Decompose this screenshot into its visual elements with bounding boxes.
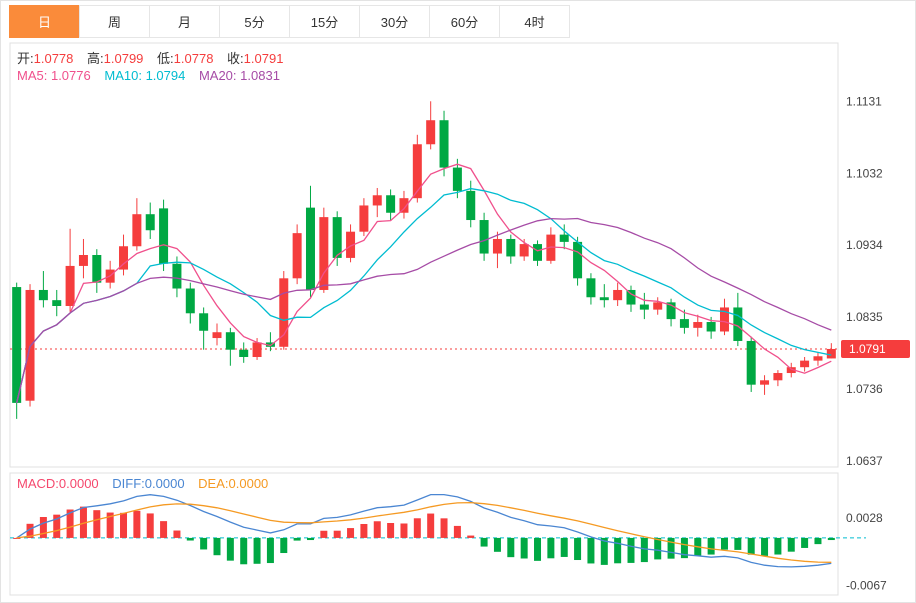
dea-line [16,501,832,563]
svg-text:-0.0067: -0.0067 [846,579,887,593]
high-value: 1.0799 [103,51,144,66]
ma10-line [16,187,832,404]
diff-value: 0.0000 [144,476,185,491]
tab-5min[interactable]: 5分 [219,5,290,38]
tab-30min[interactable]: 30分 [359,5,430,38]
timeframe-tabbar: 日 周 月 5分 15分 30分 60分 4时 [9,5,570,38]
svg-text:1.0736: 1.0736 [846,382,883,396]
ma10-value: 1.0794 [145,68,186,83]
ohlc-legend: 开:1.0778 高:1.0799 低:1.0778 收:1.0791 [17,48,293,67]
tab-day[interactable]: 日 [9,5,80,38]
ma5-value: 1.0776 [50,68,91,83]
open-readout: 开:1.0778 [17,51,77,66]
ma20-readout: MA20: 1.0831 [199,68,280,83]
macd-legend: MACD:0.0000 DIFF:0.0000 DEA:0.0000 [17,476,278,491]
tab-week[interactable]: 周 [79,5,150,38]
open-value: 1.0778 [33,51,74,66]
tab-60min[interactable]: 60分 [429,5,500,38]
dea-value: 0.0000 [228,476,269,491]
tab-15min[interactable]: 15分 [289,5,360,38]
ma20-line [16,217,832,404]
last-price-tag: 1.0791 [841,339,910,358]
close-label: 收: [227,51,244,66]
low-value: 1.0778 [173,51,214,66]
svg-text:1.1131: 1.1131 [846,94,882,108]
macd-readout: MACD:0.0000 [17,476,102,491]
ma10-label: MA10: [104,68,142,83]
macd-histogram [13,506,835,565]
tab-4hour[interactable]: 4时 [499,5,570,38]
high-label: 高: [87,51,104,66]
ma5-readout: MA5: 1.0776 [17,68,94,83]
dea-readout: DEA:0.0000 [198,476,268,491]
ma20-label: MA20: [198,68,237,83]
close-value: 1.0791 [243,51,284,66]
svg-text:1.0835: 1.0835 [846,310,883,324]
tab-month[interactable]: 月 [149,5,220,38]
price-axis-labels: 1.1131 1.1032 1.0934 1.0835 1.0736 1.0637 [846,94,883,468]
high-readout: 高:1.0799 [87,51,147,66]
diff-line [16,493,832,568]
ma5-line [16,163,832,404]
macd-label: MACD: [17,476,59,491]
svg-text:0.0028: 0.0028 [846,511,883,525]
ma20-value: 1.0831 [240,68,280,83]
svg-text:1.0637: 1.0637 [846,454,883,468]
macd-axis-labels: 0.0028 -0.0067 [846,511,887,593]
low-label: 低: [157,51,174,66]
candles-layer [12,101,836,419]
svg-text:1.0791: 1.0791 [849,342,886,356]
svg-text:1.1032: 1.1032 [846,166,883,180]
open-label: 开: [17,51,34,66]
ma-legend: MA5: 1.0776 MA10: 1.0794 MA20: 1.0831 [17,68,290,83]
low-readout: 低:1.0778 [157,51,217,66]
svg-text:1.0934: 1.0934 [846,238,883,252]
diff-label: DIFF: [112,476,145,491]
close-readout: 收:1.0791 [227,51,283,66]
plot-borders [9,42,839,596]
dea-label: DEA: [198,476,229,491]
ma10-readout: MA10: 1.0794 [104,68,189,83]
diff-readout: DIFF:0.0000 [112,476,188,491]
kline-chart[interactable]: 1.1131 1.1032 1.0934 1.0835 1.0736 1.0637 1.07… [2,39,916,599]
ma5-label: MA5: [17,68,48,83]
macd-value: 0.0000 [58,476,99,491]
